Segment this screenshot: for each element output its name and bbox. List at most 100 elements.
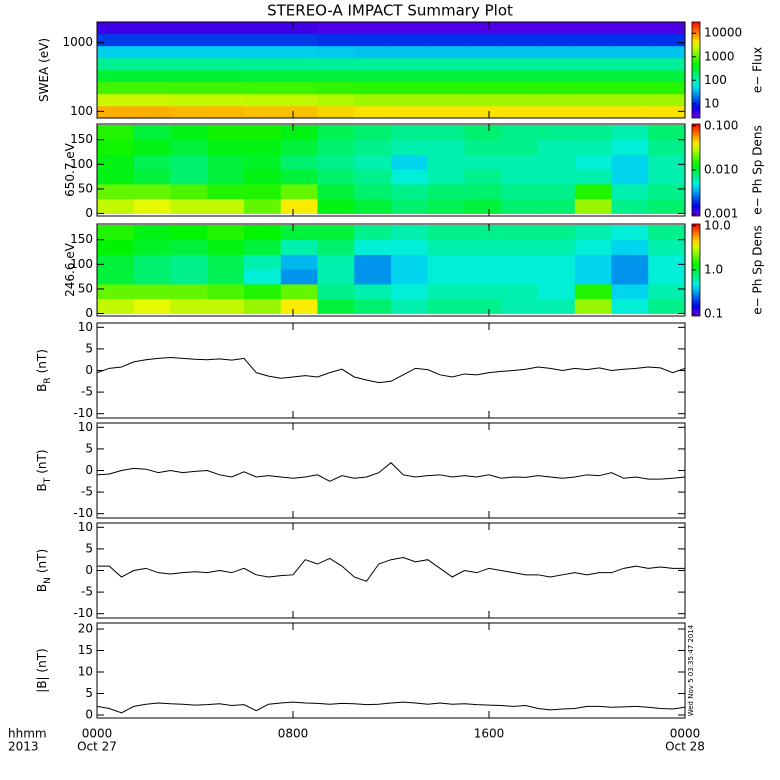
heatmap-cell [170,22,208,35]
heatmap-cell [501,45,539,59]
heatmap-cell [648,169,686,185]
heatmap-cell [538,169,576,185]
heatmap-cell [501,284,539,300]
heatmap-cell [501,139,539,155]
heatmap-cell [538,105,576,119]
heatmap-cell [207,169,245,185]
heatmap-cell [133,81,171,95]
heatmap-cell [501,22,539,35]
colorbar-tick-label: 0.100 [704,118,738,132]
heatmap-cell [133,298,171,314]
heatmap-cell [317,22,355,35]
heatmap-cell [97,81,135,95]
y-tick-label: 10 [78,520,93,534]
heatmap-cell [427,33,465,47]
plot-frame [96,123,686,217]
heatmap-cell [464,81,502,95]
heatmap-cell [133,57,171,71]
heatmap-cell [354,22,392,35]
panel [96,701,686,714]
heatmap-cell [133,45,171,59]
heatmap-cell [244,57,282,71]
heatmap-cell [207,33,245,47]
heatmap-cell [133,124,171,141]
heatmap-cell [97,70,135,83]
heatmap-cell [133,70,171,83]
heatmap-cell [574,224,612,241]
heatmap-cell [501,93,539,107]
heatmap-cell [280,93,318,107]
x-date-label: Oct 27 [77,740,117,754]
colorbar-tick-label: 1000 [704,49,735,63]
heatmap-cell [427,139,465,155]
heatmap-cell [280,70,318,83]
heatmap-cell [317,298,355,314]
panel [96,357,686,384]
heatmap-cell [170,198,208,214]
heatmap-cell [648,139,686,155]
heatmap-cell [574,269,612,285]
heatmap-cell [317,70,355,83]
heatmap-cell [317,57,355,71]
y-tick-label: 5 [85,441,93,455]
y-axis-label-text: B [35,384,49,392]
heatmap-cell [317,224,355,241]
heatmap-cell [97,57,135,71]
heatmap-cell [317,169,355,185]
heatmap-cell [133,169,171,185]
colorbar-tick-label: 10.0 [704,218,731,232]
heatmap-cell [391,298,429,314]
heatmap-cell [244,254,282,270]
data-line [96,357,686,384]
heatmap-cell [501,269,539,285]
heatmap-cell [244,284,282,300]
heatmap-cell [611,284,649,300]
heatmap-cell [538,70,576,83]
heatmap-cell [354,45,392,59]
heatmap-cell [317,198,355,214]
heatmap-cell [280,198,318,214]
heatmap-cell [280,184,318,200]
colorbar-tick-label: 10 [704,96,719,110]
y-axis-label: |B| (nT) [35,648,49,692]
heatmap-cell [538,184,576,200]
heatmap-cell [427,154,465,170]
heatmap-cell [207,22,245,35]
heatmap-cell [244,298,282,314]
heatmap-cell [427,284,465,300]
heatmap-cell [244,154,282,170]
heatmap-cell [244,33,282,47]
x-axis-label: hhmm [8,727,47,741]
heatmap-cell [317,254,355,270]
y-tick-label: 100 [70,104,93,118]
heatmap-cell [464,284,502,300]
heatmap-cell [391,184,429,200]
heatmap-cell [354,254,392,270]
heatmap-cell [97,169,135,185]
heatmap-cell [97,298,135,314]
heatmap-cell [538,57,576,71]
heatmap-cell [207,198,245,214]
heatmap-cell [611,105,649,119]
heatmap-cell [280,124,318,141]
heatmap-cell [133,284,171,300]
heatmap-cell [427,22,465,35]
heatmap-cell [391,239,429,255]
heatmap-cell [354,269,392,285]
y-tick-label: 10 [78,320,93,334]
heatmap-cell [574,139,612,155]
heatmap-cell [391,45,429,59]
heatmap-cell [170,139,208,155]
heatmap-cell [611,45,649,59]
y-axis-label: 246.6 eV [63,242,77,297]
y-tick-label: 100 [70,257,93,271]
heatmap-cell [538,284,576,300]
y-axis-label-sub: R [43,377,53,383]
heatmap-cell [391,139,429,155]
heatmap-cell [464,224,502,241]
colorbar-label: e− Ph Sp Dens [751,225,765,314]
heatmap-cell [538,81,576,95]
heatmap-cell [207,57,245,71]
heatmap-cell [280,169,318,185]
